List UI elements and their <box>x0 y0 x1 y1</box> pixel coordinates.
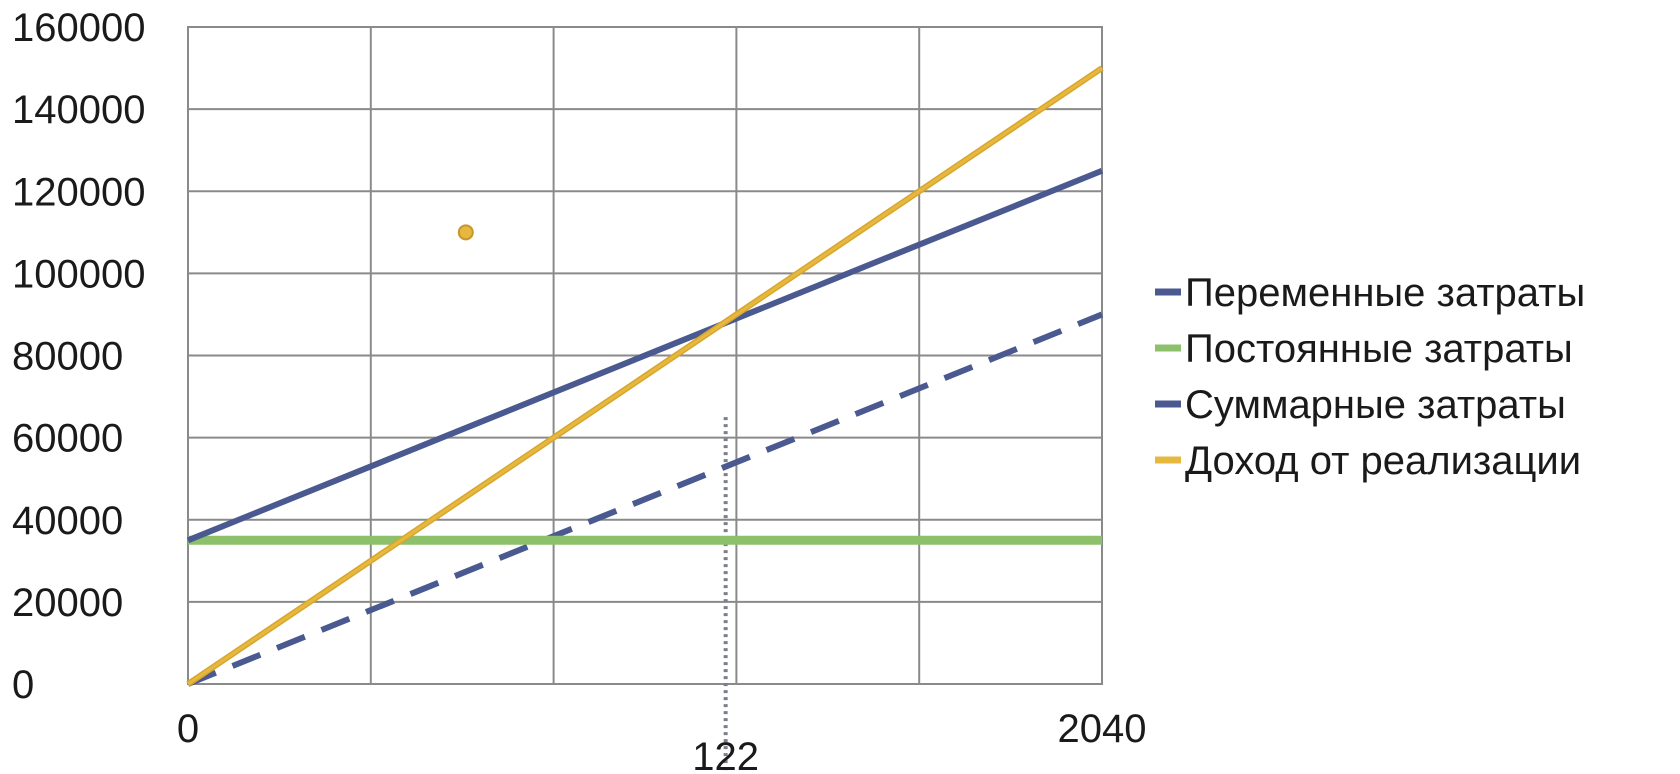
x-axis-tick-labels: 0 122 2040 <box>177 707 1147 774</box>
y-tick-label: 160000 <box>12 6 145 50</box>
legend-label: Доход от реализации <box>1185 439 1581 483</box>
series-line-1 <box>186 311 1104 687</box>
x-tick-label: 2040 <box>1058 707 1147 751</box>
legend: Переменные затраты Постоянные затраты Сумм… <box>1155 271 1585 483</box>
y-tick-label: 120000 <box>12 170 145 214</box>
y-tick-label: 80000 <box>12 335 123 379</box>
y-tick-label: 0 <box>12 663 34 707</box>
y-tick-label: 140000 <box>12 88 145 132</box>
legend-label: Суммарные затраты <box>1185 383 1566 427</box>
x-tick-label: 122 <box>692 735 759 774</box>
data-point <box>457 224 474 241</box>
y-tick-label: 100000 <box>12 252 145 296</box>
x-tick-label: 0 <box>177 707 199 751</box>
y-axis-tick-labels: 0 20000 40000 60000 80000 100000 120000 140000 1… <box>12 6 145 707</box>
y-tick-label: 40000 <box>12 499 123 543</box>
series-line-3 <box>186 167 1104 544</box>
series-lines <box>186 65 1104 687</box>
annotations <box>457 224 728 774</box>
y-tick-label: 60000 <box>12 417 123 461</box>
legend-label: Переменные затраты <box>1185 271 1585 315</box>
grid-lines <box>187 26 1103 685</box>
series-line-4-highlight <box>187 66 1103 686</box>
y-tick-label: 20000 <box>12 581 123 625</box>
legend-label: Постоянные затраты <box>1185 327 1573 371</box>
